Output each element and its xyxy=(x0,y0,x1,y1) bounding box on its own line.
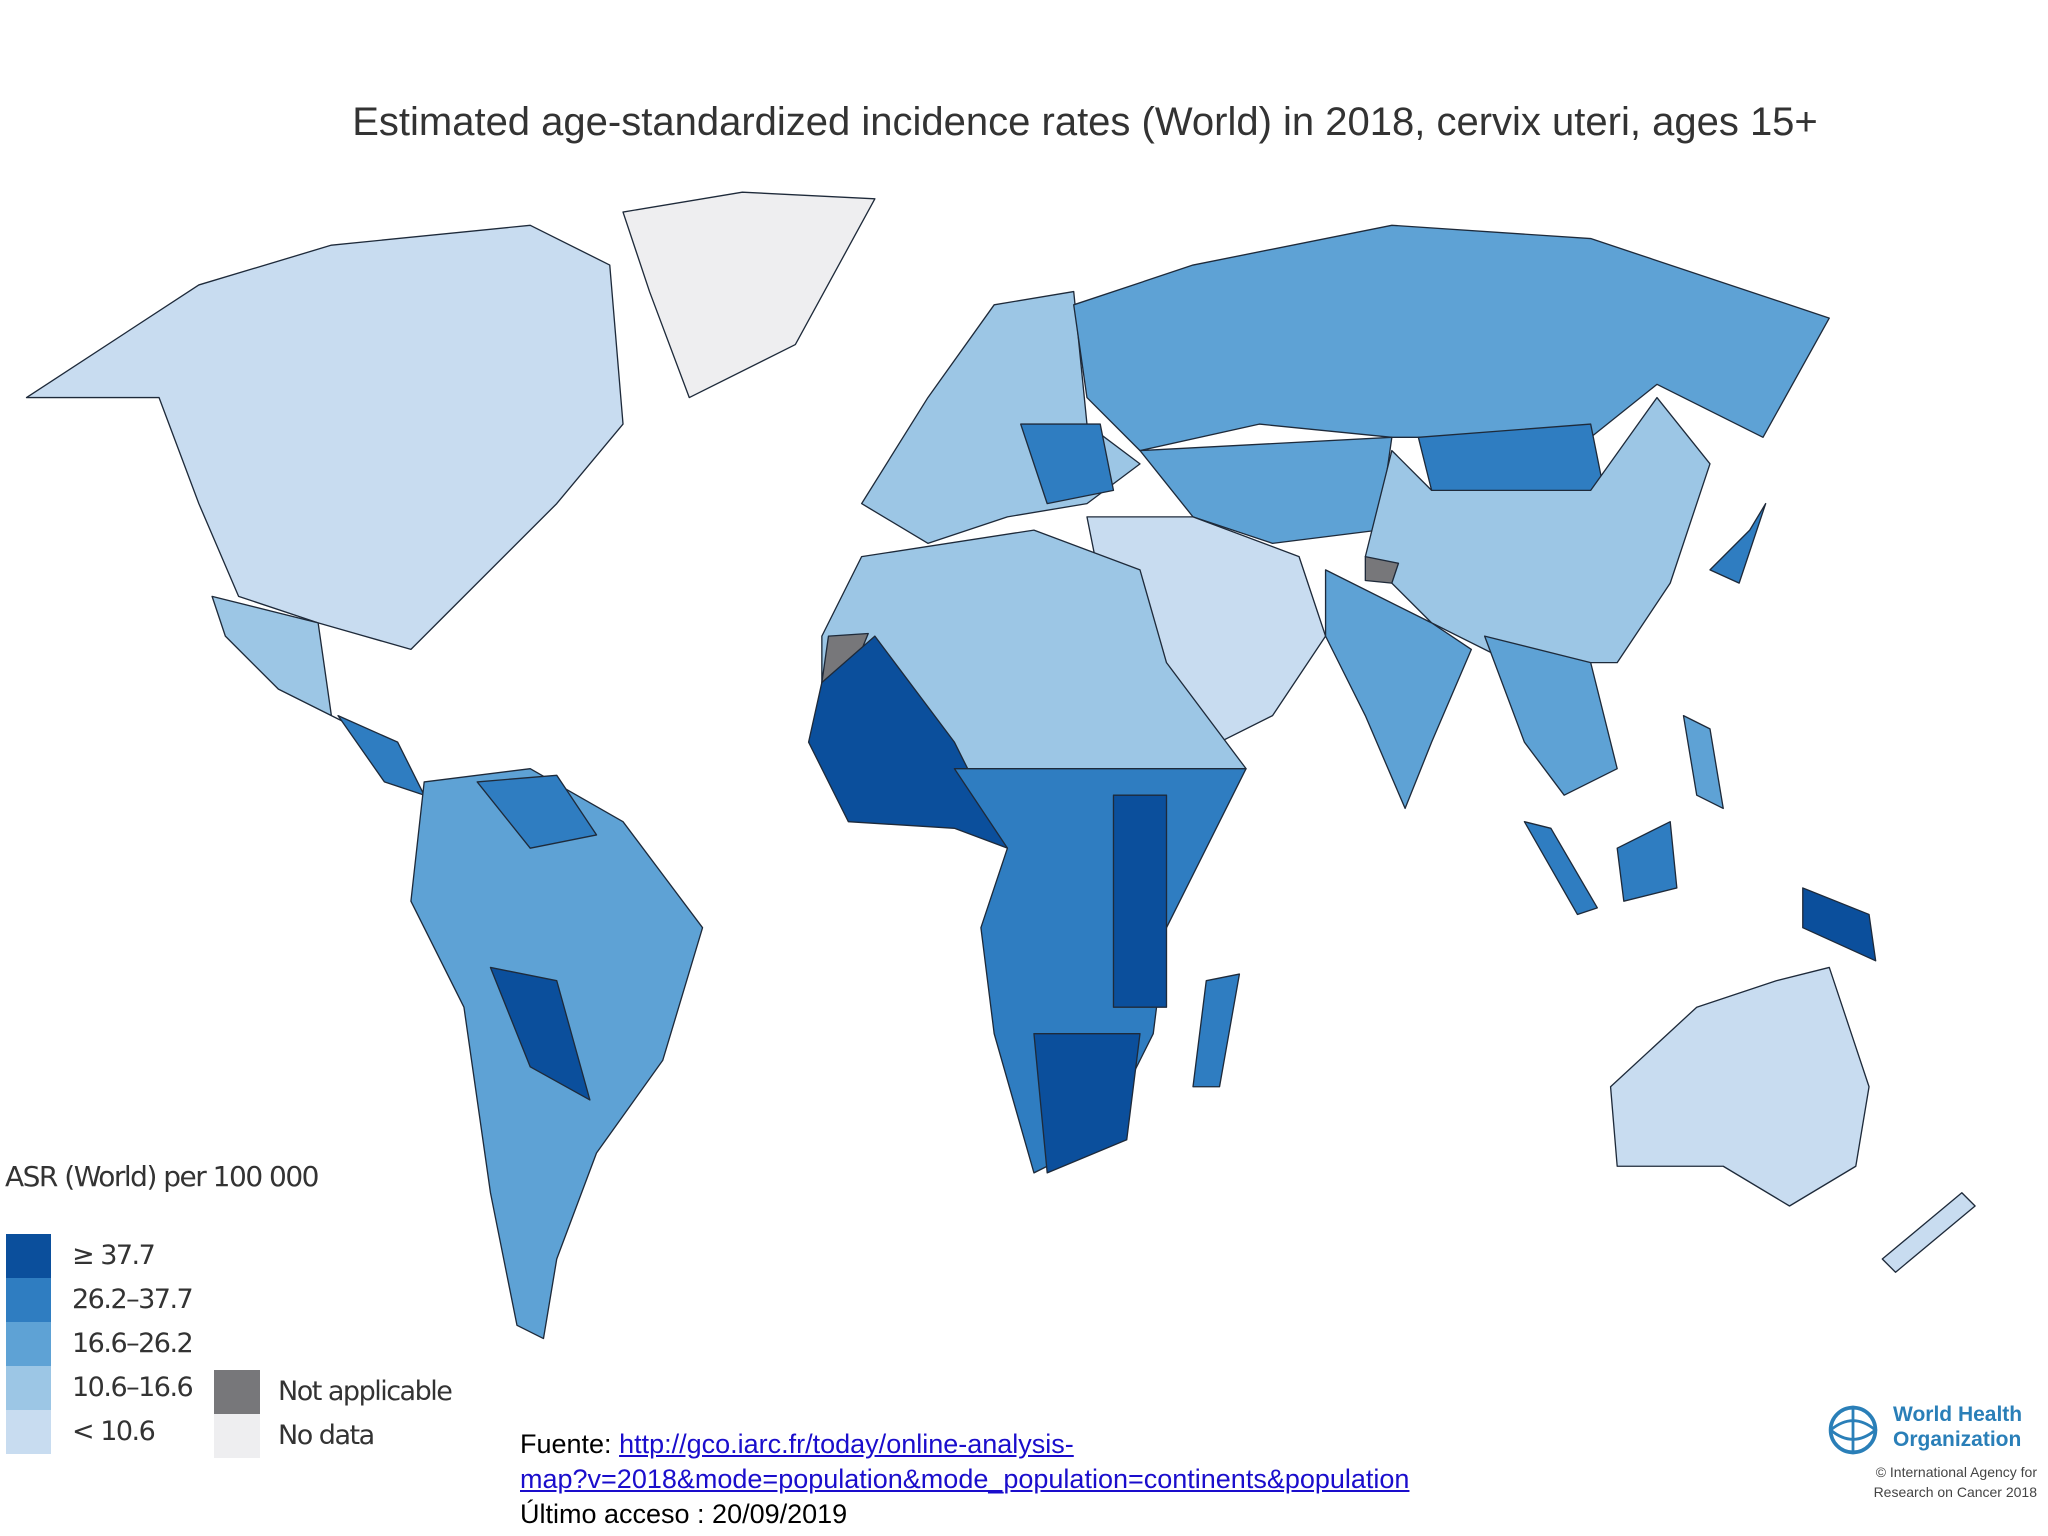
madagascar xyxy=(1192,973,1241,1088)
central-asia xyxy=(1139,436,1393,545)
iarc-credit-line-1: © International Agency for xyxy=(1875,1464,2037,1480)
source-link-continued[interactable]: map?v=2018&mode=population&mode_populati… xyxy=(520,1464,1410,1494)
china xyxy=(1364,396,1711,664)
iarc-credit: © International Agency for Research on C… xyxy=(1815,1462,2037,1502)
venezuela-guyana xyxy=(476,774,598,849)
legend-label: 26.2–37.7 xyxy=(72,1284,194,1315)
source-line: Fuente: http://gco.iarc.fr/today/online-… xyxy=(520,1428,1074,1460)
legend-label: 10.6–16.6 xyxy=(72,1372,194,1403)
who-name-line-1: World Health xyxy=(1893,1403,2023,1426)
bolivia-paraguay xyxy=(489,966,591,1101)
who-emblem-icon xyxy=(1828,1405,1878,1455)
sumatra xyxy=(1523,821,1598,916)
legend-swatch xyxy=(6,1366,51,1410)
source-line-2: map?v=2018&mode=population&mode_populati… xyxy=(520,1463,1409,1495)
legend-swatch xyxy=(6,1278,51,1322)
eastern-europe xyxy=(1020,423,1115,505)
australia xyxy=(1609,966,1870,1207)
west-africa xyxy=(807,635,1009,849)
southeast-asia xyxy=(1483,635,1618,796)
borneo xyxy=(1616,821,1678,902)
southern-africa xyxy=(1033,1033,1141,1174)
legend-swatch-not-applicable xyxy=(214,1370,260,1414)
source-link[interactable]: http://gco.iarc.fr/today/online-analysis… xyxy=(619,1429,1074,1459)
russia xyxy=(1073,224,1830,452)
iarc-credit-line-2: Research on Cancer 2018 xyxy=(1873,1484,2037,1500)
who-logo: World Health Organization © Internationa… xyxy=(1815,1400,2040,1520)
legend-label: No data xyxy=(278,1420,375,1451)
legend-label: 16.6–26.2 xyxy=(72,1328,194,1359)
india xyxy=(1324,569,1473,810)
last-access: Último acceso : 20/09/2019 xyxy=(520,1499,848,1529)
legend-label: ≥ 37.7 xyxy=(72,1240,156,1271)
kashmir xyxy=(1364,555,1400,584)
legend-swatch xyxy=(6,1410,51,1454)
japan xyxy=(1709,502,1767,584)
philippines xyxy=(1682,714,1724,810)
legend-label: Not applicable xyxy=(278,1376,453,1407)
north-america xyxy=(25,224,624,651)
map-regions xyxy=(25,191,1976,1340)
central-america xyxy=(337,714,425,796)
new-zealand xyxy=(1881,1192,1976,1273)
legend-label: < 10.6 xyxy=(72,1416,156,1447)
who-name-line-2: Organization xyxy=(1893,1428,2022,1451)
papua-new-guinea xyxy=(1802,887,1877,962)
legend-title: ASR (World) per 100 000 xyxy=(5,1160,319,1193)
greenland xyxy=(622,191,876,399)
legend-swatch xyxy=(6,1322,51,1366)
source-label: Fuente: xyxy=(520,1429,620,1459)
map-title: Estimated age-standardized incidence rat… xyxy=(352,100,1818,144)
legend-swatch xyxy=(6,1234,51,1278)
who-name: World Health Organization xyxy=(1893,1402,2022,1452)
east-africa xyxy=(1112,794,1168,1008)
legend-swatch-no-data xyxy=(214,1414,260,1458)
